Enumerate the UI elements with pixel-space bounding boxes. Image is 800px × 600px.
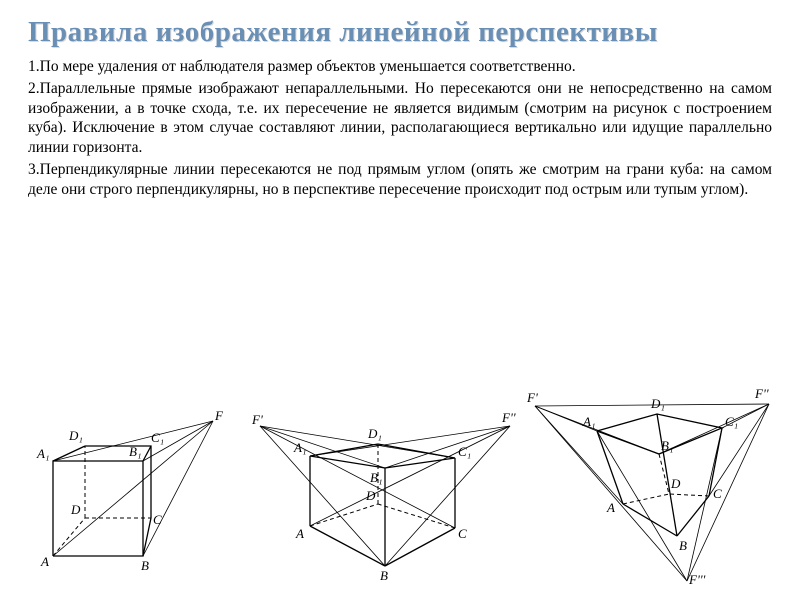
label-A: A — [295, 526, 304, 541]
label-D1: D₁ — [68, 428, 83, 443]
label-C1: C₁ — [151, 430, 164, 445]
rule-2: 2.Параллельные прямые изображают непарал… — [28, 79, 772, 158]
label-D: D — [670, 476, 681, 491]
label-F2: F'' — [501, 410, 516, 425]
label-B: B — [380, 568, 388, 583]
figure-two-point: F' F'' A B C D A₁ B₁ C₁ D₁ — [250, 386, 520, 586]
label-F: F' — [251, 412, 263, 427]
body-text: 1.По мере удаления от наблюдателя размер… — [28, 57, 772, 200]
figures-row: A B C D A₁ D₁ C₁ B₁ F — [0, 376, 800, 586]
figure-one-point: A B C D A₁ D₁ C₁ B₁ F — [23, 386, 243, 586]
label-D1: D₁ — [650, 396, 665, 411]
label-D1: D₁ — [367, 426, 382, 441]
label-C1: C₁ — [725, 414, 738, 429]
label-B: B — [679, 538, 687, 553]
slide: Правила изображения линейной перспективы… — [0, 0, 800, 600]
label-C: C — [713, 486, 722, 501]
label-B1: B₁ — [370, 470, 382, 485]
label-F3: F''' — [688, 572, 706, 586]
label-C: C — [458, 526, 467, 541]
figure-three-point: F' F'' F''' A₁ D₁ C₁ B₁ A B C D — [527, 376, 777, 586]
label-A1: A₁ — [36, 446, 49, 461]
label-F2: F'' — [754, 386, 769, 401]
label-F: F' — [527, 390, 538, 405]
label-D: D — [70, 502, 81, 517]
label-C1: C₁ — [458, 444, 471, 459]
label-F: F — [214, 408, 224, 423]
rule-1: 1.По мере удаления от наблюдателя размер… — [28, 57, 772, 77]
label-B1: B₁ — [661, 438, 673, 453]
label-D: D — [365, 488, 376, 503]
label-A: A — [40, 554, 49, 569]
label-A: A — [606, 500, 615, 515]
label-B1: B₁ — [129, 444, 141, 459]
page-title: Правила изображения линейной перспективы — [28, 16, 772, 49]
label-A1: A₁ — [582, 414, 595, 429]
label-C: C — [153, 512, 162, 527]
label-B: B — [141, 558, 149, 573]
rule-3: 3.Перпендикулярные линии пересекаются не… — [28, 160, 772, 200]
label-A1: A₁ — [293, 440, 306, 455]
